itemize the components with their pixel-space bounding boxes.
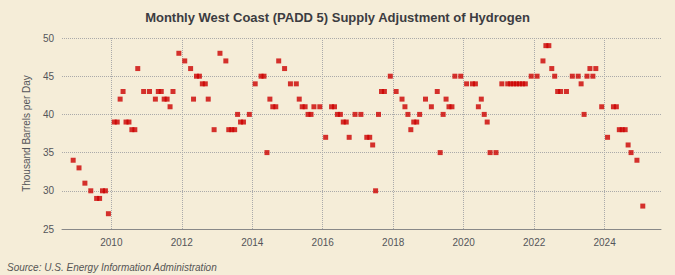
svg-text:35: 35 [43,147,55,158]
svg-text:25: 25 [43,224,55,235]
svg-text:2016: 2016 [312,237,335,248]
svg-text:2014: 2014 [241,237,264,248]
svg-text:Thousand Barrels per Day: Thousand Barrels per Day [21,75,32,192]
svg-text:Monthly West Coast (PADD 5) Su: Monthly West Coast (PADD 5) Supply Adjus… [145,10,530,25]
svg-text:2018: 2018 [382,237,405,248]
svg-text:30: 30 [43,185,55,196]
svg-text:2012: 2012 [171,237,194,248]
svg-text:2022: 2022 [523,237,546,248]
svg-text:50: 50 [43,33,55,44]
svg-text:2024: 2024 [593,237,616,248]
svg-text:45: 45 [43,71,55,82]
svg-text:Source: U.S. Energy Informatio: Source: U.S. Energy Information Administ… [7,262,217,273]
svg-text:2010: 2010 [100,237,123,248]
svg-text:2020: 2020 [453,237,476,248]
svg-text:40: 40 [43,109,55,120]
